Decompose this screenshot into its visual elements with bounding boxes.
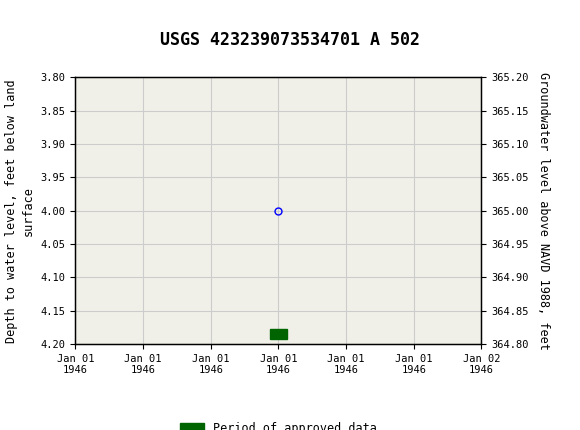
Text: USGS: USGS	[14, 11, 61, 30]
Legend: Period of approved data: Period of approved data	[175, 417, 382, 430]
Y-axis label: Depth to water level, feet below land
surface: Depth to water level, feet below land su…	[5, 79, 35, 343]
FancyBboxPatch shape	[3, 4, 72, 37]
Text: USGS 423239073534701 A 502: USGS 423239073534701 A 502	[160, 31, 420, 49]
Text: ≈: ≈	[0, 9, 13, 32]
Bar	[270, 329, 287, 339]
Y-axis label: Groundwater level above NAVD 1988, feet: Groundwater level above NAVD 1988, feet	[537, 72, 550, 350]
